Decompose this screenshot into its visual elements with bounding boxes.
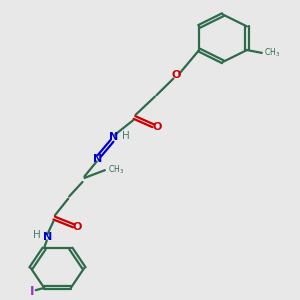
Text: O: O — [73, 222, 82, 232]
Text: I: I — [30, 285, 34, 298]
Text: CH$_3$: CH$_3$ — [264, 46, 280, 59]
Text: CH$_3$: CH$_3$ — [108, 163, 124, 176]
Text: N: N — [109, 133, 118, 142]
Text: H: H — [122, 131, 130, 141]
Text: N: N — [93, 154, 103, 164]
Text: O: O — [172, 70, 181, 80]
Text: H: H — [32, 230, 40, 240]
Text: O: O — [152, 122, 162, 132]
Text: N: N — [44, 232, 53, 242]
